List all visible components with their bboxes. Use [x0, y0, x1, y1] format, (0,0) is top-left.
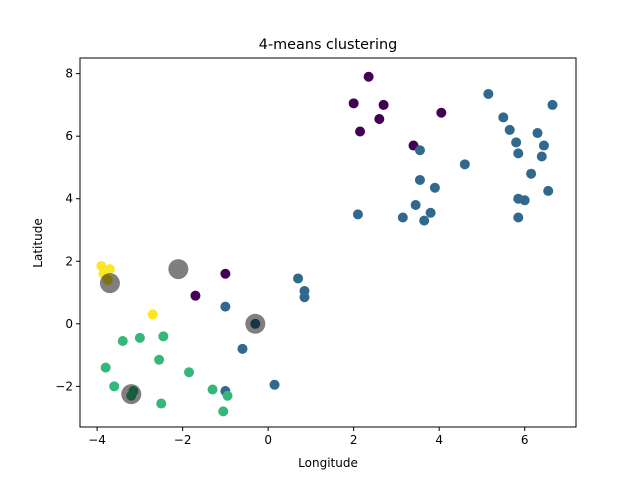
data-point-cluster-0	[378, 99, 389, 110]
data-point-cluster-1	[498, 112, 509, 123]
data-point-cluster-0	[374, 113, 385, 124]
data-point-cluster-3	[147, 309, 158, 320]
y-tick-label: 6	[65, 129, 73, 143]
y-tick-label: −2	[55, 379, 73, 393]
data-point-cluster-1	[513, 212, 524, 223]
x-tick-label: 2	[350, 433, 358, 447]
data-point-cluster-2	[218, 406, 229, 417]
centroid-marker	[168, 259, 189, 280]
x-tick-label: 6	[521, 433, 529, 447]
data-point-cluster-1	[459, 159, 470, 170]
data-point-cluster-2	[154, 354, 165, 365]
data-point-cluster-1	[538, 140, 549, 151]
centroid-marker	[121, 384, 142, 405]
axes-frame	[79, 57, 577, 428]
data-point-cluster-1	[419, 215, 430, 226]
data-point-cluster-1	[414, 145, 425, 156]
x-tick-label: 0	[264, 433, 272, 447]
data-point-cluster-0	[355, 126, 366, 137]
y-tick-label: 0	[65, 317, 73, 331]
data-point-cluster-1	[532, 128, 543, 139]
data-point-cluster-2	[117, 336, 128, 347]
data-point-cluster-0	[190, 290, 201, 301]
data-point-cluster-2	[158, 331, 169, 342]
data-point-cluster-1	[543, 185, 554, 196]
y-axis-label: Latitude	[31, 218, 45, 267]
data-point-cluster-2	[184, 367, 195, 378]
data-point-cluster-1	[352, 209, 363, 220]
centroid-marker	[245, 313, 266, 334]
data-point-cluster-1	[425, 207, 436, 218]
data-point-cluster-2	[100, 362, 111, 373]
data-point-cluster-1	[504, 124, 515, 135]
y-axis-ticks: −2 0 2 4 6 8	[55, 67, 80, 393]
data-point-cluster-1	[519, 195, 530, 206]
y-tick-label: 8	[65, 67, 73, 81]
data-point-cluster-1	[511, 137, 522, 148]
data-point-cluster-2	[134, 332, 145, 343]
x-axis-label: Longitude	[298, 456, 358, 470]
data-point-cluster-1	[410, 199, 421, 210]
data-point-cluster-0	[220, 268, 231, 279]
centroid-marker	[99, 273, 120, 294]
data-point-cluster-2	[222, 390, 233, 401]
data-point-cluster-1	[269, 379, 280, 390]
x-tick-label: −2	[174, 433, 192, 447]
data-point-cluster-0	[436, 107, 447, 118]
data-point-cluster-1	[547, 99, 558, 110]
data-point-cluster-1	[513, 148, 524, 159]
chart-title: 4-means clustering	[259, 37, 397, 53]
data-point-cluster-1	[414, 174, 425, 185]
data-point-cluster-1	[429, 182, 440, 193]
data-point-cluster-1	[293, 273, 304, 284]
data-point-cluster-1	[526, 168, 537, 179]
data-point-cluster-1	[299, 292, 310, 303]
data-point-cluster-1	[397, 212, 408, 223]
data-point-cluster-1	[536, 151, 547, 162]
x-tick-label: −4	[88, 433, 106, 447]
data-point-cluster-0	[348, 98, 359, 109]
data-point-cluster-2	[207, 384, 218, 395]
data-point-cluster-1	[220, 301, 231, 312]
x-axis-ticks: −4 −2 0 2 4 6	[88, 427, 529, 447]
data-point-cluster-0	[363, 71, 374, 82]
data-point-cluster-2	[109, 381, 120, 392]
data-point-cluster-3	[96, 260, 107, 271]
data-point-cluster-1	[237, 343, 248, 354]
y-tick-label: 2	[65, 254, 73, 268]
centroid-markers	[99, 259, 266, 405]
data-point-cluster-1	[483, 88, 494, 99]
data-point-cluster-2	[156, 398, 167, 409]
x-tick-label: 4	[435, 433, 443, 447]
y-tick-label: 4	[65, 192, 73, 206]
